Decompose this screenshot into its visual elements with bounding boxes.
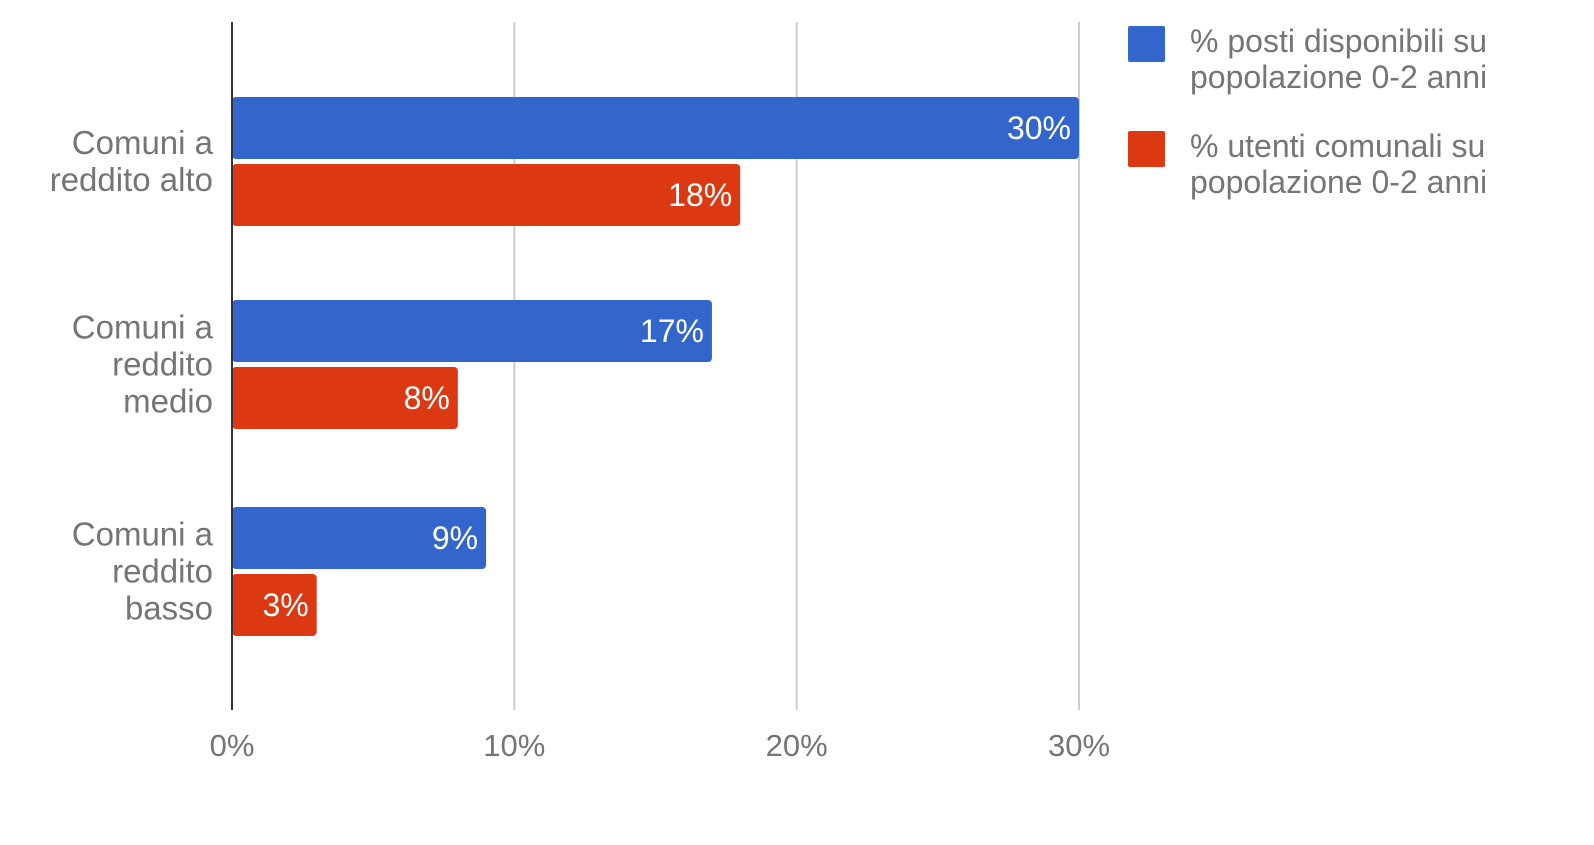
- x-tick-label: 0%: [210, 728, 255, 763]
- bar: [232, 300, 712, 362]
- bar: [232, 574, 317, 636]
- bars: 30% 17% 9% 18% 8% 3%: [232, 97, 1079, 636]
- bar: [232, 97, 1079, 159]
- legend: % posti disponibili su popolazione 0-2 an…: [1128, 23, 1487, 200]
- data-label: 30%: [1007, 110, 1071, 146]
- category-label: Comuni a reddito basso: [72, 516, 214, 627]
- legend-label: % utenti comunali su popolazione 0-2 anni: [1190, 128, 1487, 200]
- legend-swatch: [1128, 26, 1165, 62]
- x-tick-label: 20%: [766, 728, 828, 763]
- data-label: 18%: [668, 177, 732, 213]
- bar: [232, 507, 487, 569]
- category-label: Comuni a reddito alto: [50, 124, 214, 198]
- x-tick-label: 10%: [483, 728, 545, 763]
- bar: [232, 367, 458, 429]
- data-label: 17%: [640, 313, 704, 349]
- data-label: 9%: [432, 520, 478, 556]
- bar: [232, 164, 741, 226]
- data-label: 3%: [262, 587, 308, 623]
- x-tick-label: 30%: [1048, 728, 1110, 763]
- legend-label: % posti disponibili su popolazione 0-2 an…: [1190, 23, 1487, 95]
- category-label: Comuni a reddito medio: [72, 309, 214, 420]
- data-label: 8%: [404, 380, 450, 416]
- legend-swatch: [1128, 131, 1165, 167]
